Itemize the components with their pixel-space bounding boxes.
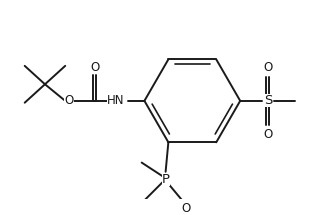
Text: O: O xyxy=(263,127,272,140)
Text: S: S xyxy=(264,94,272,107)
Text: HN: HN xyxy=(107,94,124,107)
Text: O: O xyxy=(263,61,272,74)
Text: P: P xyxy=(162,173,170,186)
Text: O: O xyxy=(90,61,99,74)
Text: O: O xyxy=(64,94,73,107)
Text: O: O xyxy=(181,202,191,215)
